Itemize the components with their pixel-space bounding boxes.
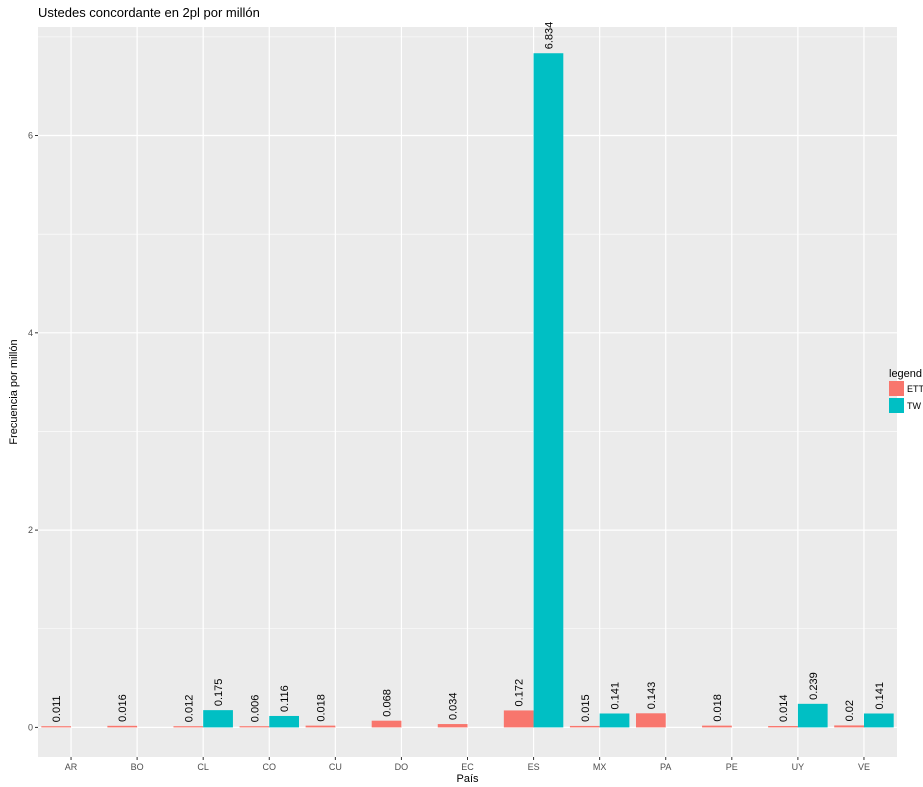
x-tick-label: CO	[263, 762, 277, 772]
bar-value-label: 0.172	[514, 679, 526, 707]
x-tick-label: MX	[593, 762, 607, 772]
y-tick-label: 2	[28, 525, 33, 535]
major-gridlines	[38, 27, 897, 757]
bar-tw-ve	[863, 713, 894, 728]
bar-ett-ar	[41, 726, 72, 728]
x-tick-label: AR	[65, 762, 78, 772]
bar-value-label: 0.116	[279, 685, 291, 712]
bar-value-label: 0.016	[117, 694, 129, 722]
bar-value-label: 0.014	[778, 694, 790, 722]
bar-tw-cl	[203, 710, 233, 728]
bar-value-label: 0.006	[249, 695, 261, 723]
y-tick-label: 6	[28, 131, 33, 141]
bar-value-label: 0.068	[382, 689, 394, 717]
bar-tw-es	[533, 53, 564, 728]
bar-tw-co	[269, 715, 300, 728]
chart-title: Ustedes concordante en 2pl por millón	[38, 5, 260, 20]
bar-value-label: 0.143	[646, 682, 658, 710]
bar-value-label: 0.239	[808, 672, 820, 700]
x-tick-label: PE	[726, 762, 738, 772]
bar-labels: 0.011 0.016 0.012 0.006 0.018 0.068 0.034 0.172…	[51, 22, 886, 722]
y-axis-ticks: 0 2 4 6	[28, 131, 38, 732]
legend-title: legend	[889, 368, 922, 380]
bar-value-label: 0.02	[844, 700, 856, 721]
bar-ett-pa	[635, 713, 666, 728]
bar-ett-es	[503, 710, 534, 728]
bar-ett-bo	[107, 725, 138, 728]
bar-ett-pe	[702, 725, 732, 728]
legend-label-tw: TW	[907, 401, 921, 411]
bar-ett-ec	[437, 724, 468, 728]
y-axis-title: Frecuencia por millón	[8, 339, 20, 444]
x-tick-label: CU	[329, 762, 342, 772]
bar-ett-cu	[305, 725, 336, 728]
bar-value-label: 0.175	[213, 679, 225, 707]
y-tick-label: 0	[28, 722, 33, 732]
bar-ett-mx	[569, 725, 600, 728]
bar-tw-uy	[797, 703, 828, 728]
x-tick-label: EC	[461, 762, 474, 772]
bar-ett-do	[371, 720, 402, 728]
bar-value-label: 0.015	[580, 694, 592, 722]
bar-ett-cl	[173, 726, 204, 728]
bar-ett-ve	[834, 725, 864, 728]
bars	[41, 53, 894, 728]
bar-ett-co	[239, 726, 270, 728]
legend: legend ETT TW	[889, 368, 923, 413]
x-tick-label: CL	[197, 762, 209, 772]
bar-value-label: 0.141	[610, 682, 622, 710]
x-axis-ticks: AR BO CL CO CU DO EC ES MX PA PE UY VE	[65, 757, 870, 772]
bar-value-label: 0.141	[874, 682, 886, 710]
x-tick-label: VE	[858, 762, 870, 772]
x-axis-title: País	[456, 773, 479, 785]
legend-key-tw	[889, 398, 904, 413]
y-tick-label: 4	[28, 328, 33, 338]
x-tick-label: UY	[792, 762, 805, 772]
x-tick-label: BO	[131, 762, 144, 772]
legend-label-ett: ETT	[907, 384, 923, 394]
legend-key-ett	[889, 381, 904, 396]
bar-value-label: 0.018	[315, 694, 327, 722]
x-tick-label: PA	[660, 762, 671, 772]
x-tick-label: DO	[395, 762, 409, 772]
bar-value-label: 0.011	[51, 695, 63, 722]
x-tick-label: ES	[528, 762, 540, 772]
bar-tw-mx	[599, 713, 630, 728]
bar-value-label: 6.834	[543, 22, 555, 50]
bar-value-label: 0.018	[712, 694, 724, 722]
bar-value-label: 0.012	[183, 695, 195, 723]
bar-value-label: 0.034	[448, 693, 460, 721]
bar-ett-uy	[768, 726, 798, 728]
